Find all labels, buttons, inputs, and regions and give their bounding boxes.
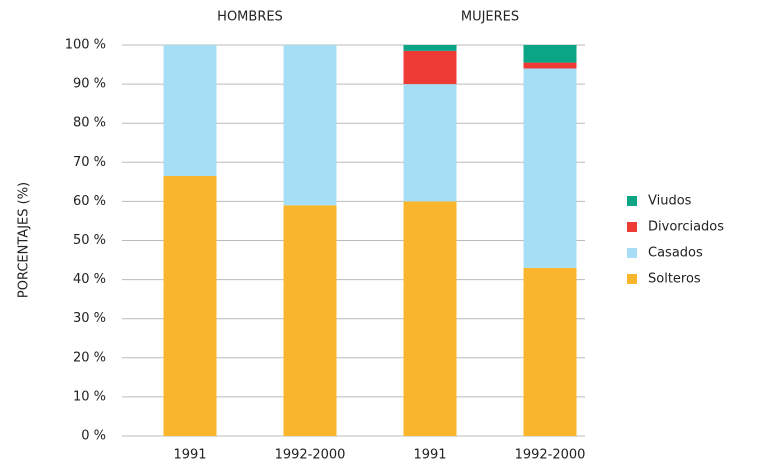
bar-segment bbox=[403, 201, 457, 436]
bar-segment bbox=[523, 45, 577, 63]
bar-segment bbox=[523, 267, 577, 436]
group-label: MUJERES bbox=[461, 10, 519, 25]
bar-segment bbox=[403, 84, 457, 202]
y-tick-label: 70 % bbox=[73, 155, 106, 170]
bar-segment bbox=[283, 45, 337, 206]
legend-label: Divorciados bbox=[648, 220, 724, 235]
bar-segment bbox=[403, 50, 457, 85]
bar-segment bbox=[163, 175, 217, 437]
legend-swatch bbox=[627, 222, 637, 232]
x-tick-label: 1991 bbox=[173, 448, 206, 463]
y-tick-label: 20 % bbox=[73, 350, 106, 365]
y-tick-label: 10 % bbox=[73, 389, 106, 404]
bar-segment bbox=[283, 205, 337, 436]
legend-swatch bbox=[627, 248, 637, 258]
y-axis-label: PORCENTAJES (%) bbox=[17, 182, 32, 298]
y-tick-label: 40 % bbox=[73, 272, 106, 287]
bar-segment bbox=[523, 62, 577, 69]
bar-segment bbox=[523, 68, 577, 268]
y-tick-label: 0 % bbox=[81, 429, 106, 444]
legend-swatch bbox=[627, 196, 637, 206]
y-tick-label: 60 % bbox=[73, 194, 106, 209]
legend-label: Viudos bbox=[648, 194, 692, 209]
legend-label: Solteros bbox=[648, 272, 701, 287]
group-label: HOMBRES bbox=[217, 10, 283, 25]
bar-segment bbox=[163, 45, 217, 176]
x-tick-label: 1992-2000 bbox=[515, 448, 586, 463]
y-tick-label: 50 % bbox=[73, 233, 106, 248]
y-tick-label: 90 % bbox=[73, 77, 106, 92]
y-tick-label: 80 % bbox=[73, 116, 106, 131]
x-tick-label: 1991 bbox=[413, 448, 446, 463]
bar-segment bbox=[403, 45, 457, 51]
legend-swatch bbox=[627, 274, 637, 284]
legend-label: Casados bbox=[648, 246, 703, 261]
y-tick-label: 30 % bbox=[73, 311, 106, 326]
x-tick-label: 1992-2000 bbox=[275, 448, 346, 463]
y-tick-label: 100 % bbox=[65, 38, 106, 53]
